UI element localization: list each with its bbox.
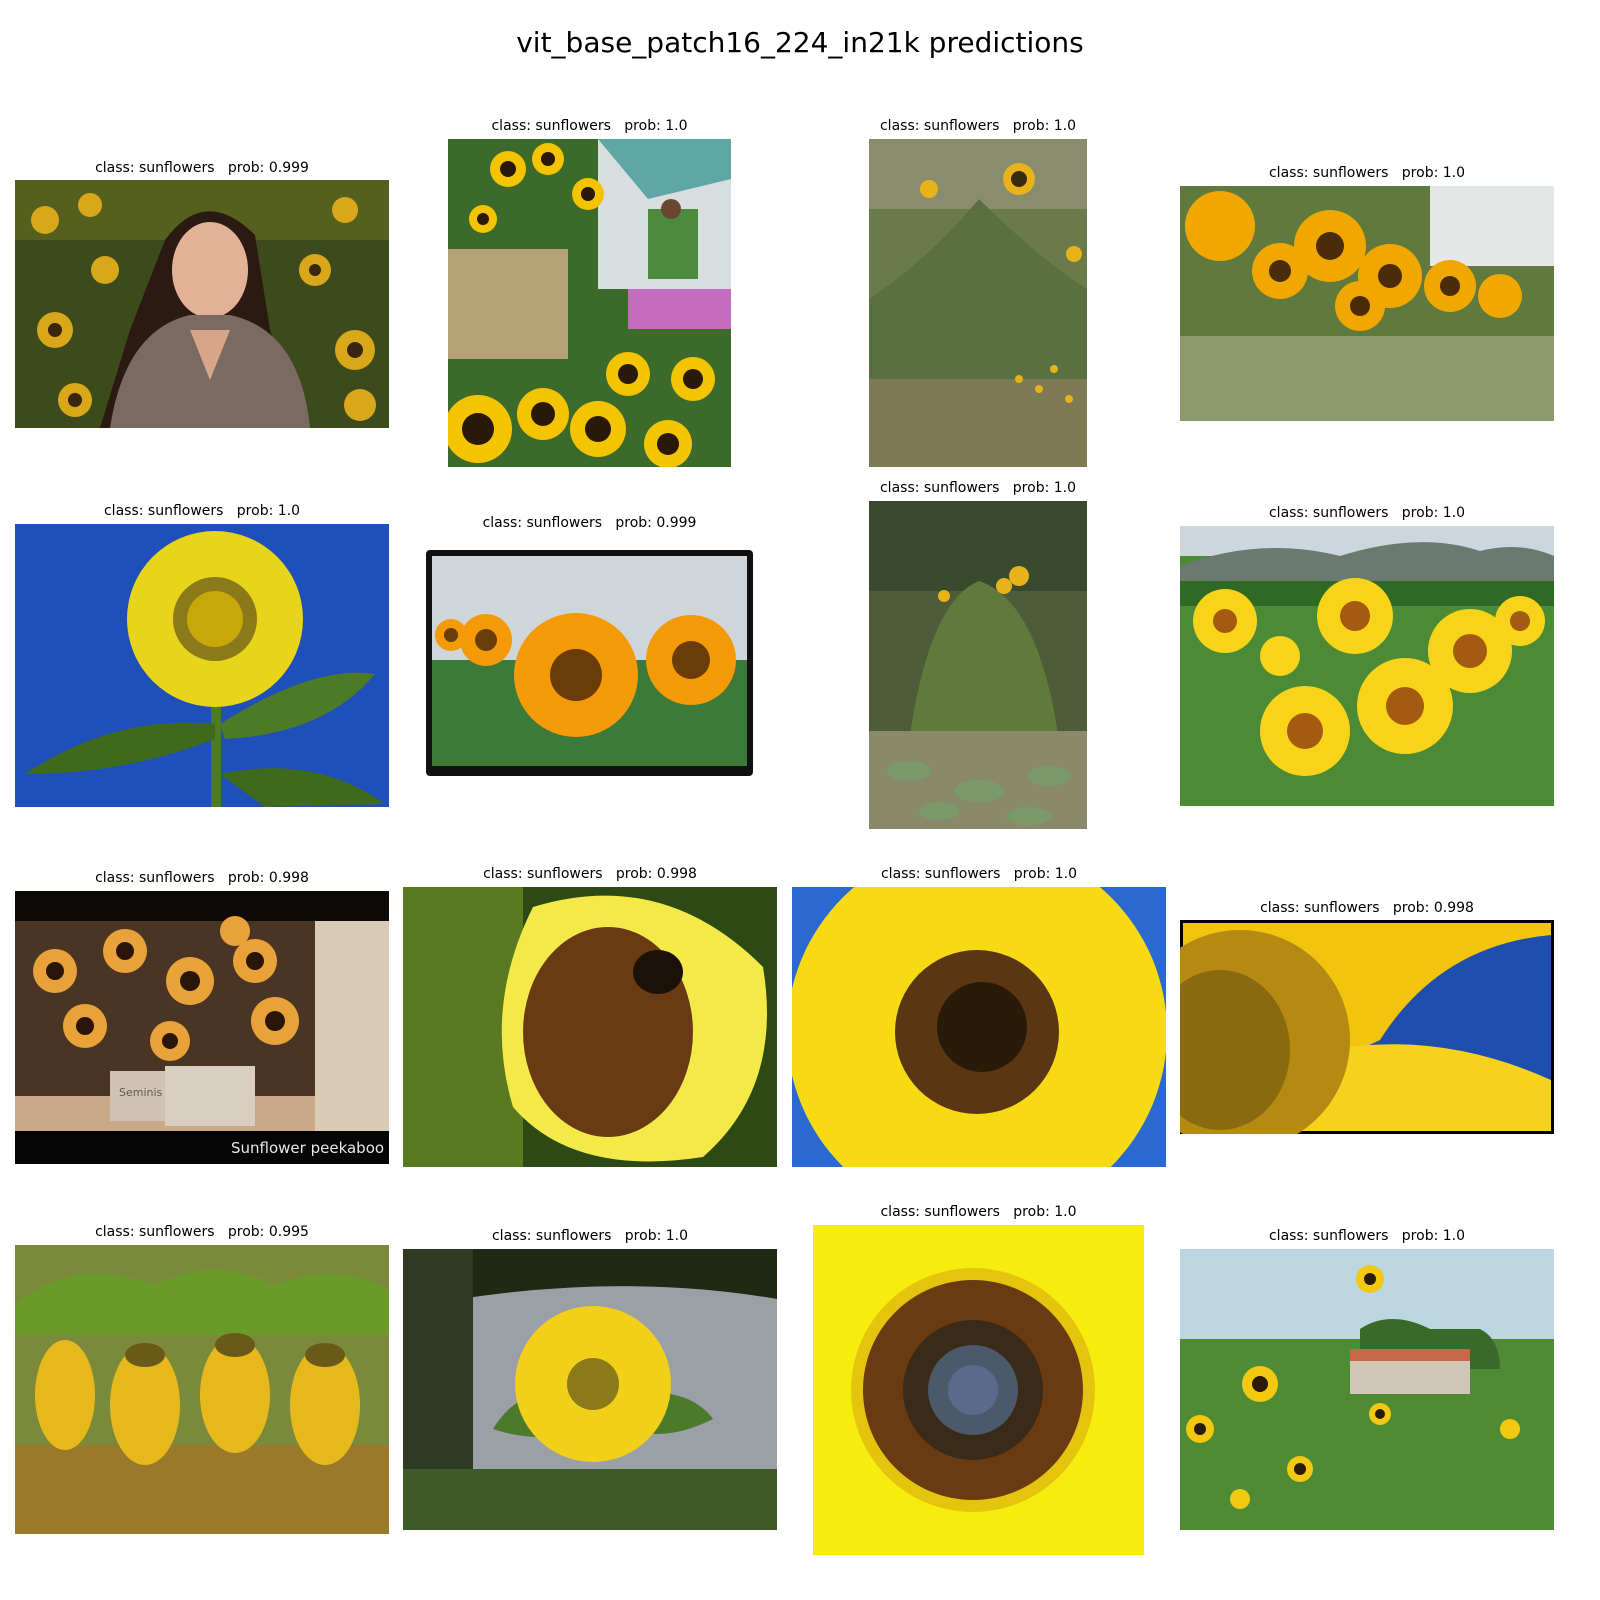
prediction-panel: class: sunflowers prob: 0.998: [403, 866, 777, 1168]
prediction-caption: class: sunflowers prob: 1.0: [1268, 505, 1466, 521]
prediction-caption: class: sunflowers prob: 1.0: [491, 1228, 689, 1244]
sunflower-photo: Seminis Sunflower peekaboo: [15, 891, 389, 1164]
prediction-panel: class: sunflowers prob: 0.999: [15, 160, 389, 430]
sunflower-photo: [813, 1225, 1144, 1555]
prediction-panel: class: sunflowers prob: 0.995: [15, 1224, 389, 1536]
sunflower-photo: [403, 1249, 777, 1530]
prediction-caption: class: sunflowers prob: 0.999: [95, 160, 309, 176]
prediction-panel: class: sunflowers prob: 0.998 Seminis Su…: [15, 870, 389, 1166]
prediction-caption: class: sunflowers prob: 1.0: [879, 480, 1077, 496]
prediction-caption: class: sunflowers prob: 0.999: [482, 515, 697, 531]
prediction-panel: class: sunflowers prob: 1.0: [1180, 505, 1554, 807]
sunflower-photo: [15, 524, 389, 807]
prediction-panel: class: sunflowers prob: 1.0: [448, 118, 731, 468]
prediction-panel: class: sunflowers prob: 1.0: [869, 118, 1087, 468]
sunflower-photo: [792, 887, 1166, 1167]
sunflower-photo: [448, 139, 731, 467]
sunflower-photo: [15, 180, 389, 428]
prediction-caption: class: sunflowers prob: 1.0: [491, 118, 688, 134]
sunflower-photo: [869, 139, 1087, 467]
prediction-caption: class: sunflowers prob: 0.995: [95, 1224, 309, 1240]
prediction-panel: class: sunflowers prob: 1.0: [869, 480, 1087, 830]
sunflower-photo: [403, 887, 777, 1167]
photo-overlay-text: Sunflower peekaboo: [231, 1139, 384, 1157]
prediction-panel: class: sunflowers prob: 0.998: [1180, 900, 1554, 1136]
prediction-panel: class: sunflowers prob: 0.999: [426, 515, 753, 780]
sunflower-photo: [15, 1245, 389, 1534]
sunflower-photo: [1180, 186, 1554, 421]
prediction-caption: class: sunflowers prob: 1.0: [1268, 165, 1466, 181]
prediction-panel: class: sunflowers prob: 1.0: [792, 866, 1166, 1168]
sunflower-photo: [426, 550, 753, 776]
sunflower-photo: [1180, 920, 1554, 1134]
sunflower-photo: [1180, 1249, 1554, 1530]
figure-title: vit_base_patch16_224_in21k predictions: [516, 26, 1084, 59]
prediction-caption: class: sunflowers prob: 1.0: [103, 503, 301, 519]
sunflower-photo: [869, 501, 1087, 829]
prediction-panel: class: sunflowers prob: 1.0: [403, 1228, 777, 1532]
prediction-caption: class: sunflowers prob: 1.0: [880, 866, 1078, 882]
prediction-panel: class: sunflowers prob: 1.0: [1180, 1228, 1554, 1532]
prediction-panel: class: sunflowers prob: 1.0: [813, 1204, 1144, 1556]
prediction-caption: class: sunflowers prob: 1.0: [880, 1204, 1077, 1220]
prediction-caption: class: sunflowers prob: 0.998: [1260, 900, 1474, 916]
prediction-caption: class: sunflowers prob: 0.998: [95, 870, 309, 886]
prediction-panel: class: sunflowers prob: 1.0: [15, 503, 389, 808]
prediction-caption: class: sunflowers prob: 1.0: [1268, 1228, 1466, 1244]
bucket-label: Seminis: [119, 1086, 163, 1099]
prediction-caption: class: sunflowers prob: 1.0: [879, 118, 1077, 134]
sunflower-photo: [1180, 526, 1554, 806]
prediction-caption: class: sunflowers prob: 0.998: [483, 866, 697, 882]
prediction-panel: class: sunflowers prob: 1.0: [1180, 165, 1554, 425]
